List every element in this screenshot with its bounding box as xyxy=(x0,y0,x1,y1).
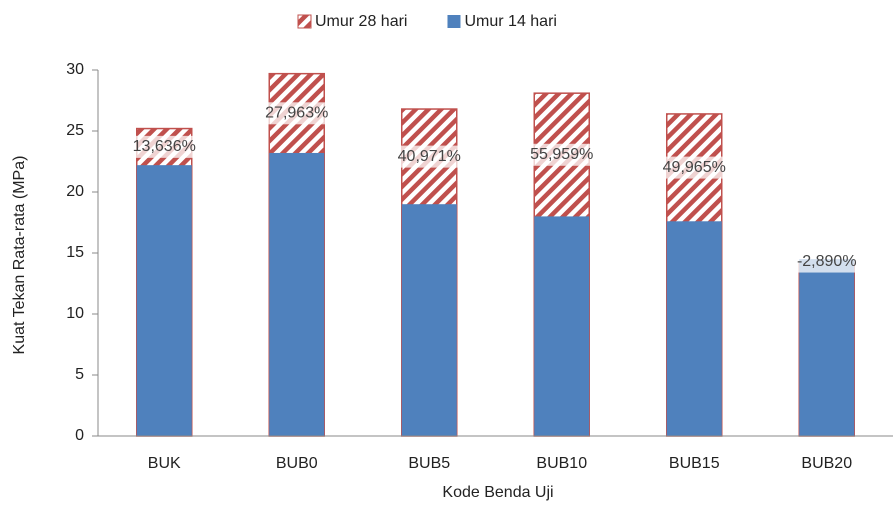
annotation: 27,963% xyxy=(265,105,328,122)
annotation-bg xyxy=(521,143,602,166)
x-tick-label: BUB10 xyxy=(536,455,587,472)
y-axis-title: Kuat Tekan Rata-rata (MPa) xyxy=(11,156,28,355)
legend-swatch xyxy=(447,15,461,28)
annotation: 13,636% xyxy=(133,138,196,155)
y-tick-label: 30 xyxy=(66,61,84,78)
legend-label: Umur 28 hari xyxy=(315,13,407,30)
bar xyxy=(799,259,855,436)
y-tick-label: 10 xyxy=(66,305,84,322)
x-tick-label: BUB5 xyxy=(408,455,450,472)
annotation: 55,959% xyxy=(530,146,593,163)
bar xyxy=(136,165,192,436)
annotation-bg xyxy=(256,102,337,125)
annotation-bg xyxy=(389,145,470,168)
annotation: 49,965% xyxy=(663,159,726,176)
bar xyxy=(401,204,457,436)
x-tick-label: BUK xyxy=(148,455,181,472)
annotation-bg xyxy=(654,156,735,179)
annotation: 40,971% xyxy=(398,148,461,165)
bar xyxy=(666,221,722,436)
x-axis-title: Kode Benda Uji xyxy=(442,484,553,501)
legend-swatch xyxy=(297,14,312,29)
x-tick-label: BUB0 xyxy=(276,455,318,472)
y-tick-label: 5 xyxy=(75,366,84,383)
annotation: -2,890% xyxy=(797,253,857,270)
y-tick-label: 0 xyxy=(75,427,84,444)
y-tick-label: 20 xyxy=(66,183,84,200)
y-tick-label: 25 xyxy=(66,122,84,139)
y-tick-label: 15 xyxy=(66,244,84,261)
annotation-bg xyxy=(124,135,205,158)
bar xyxy=(269,152,325,436)
x-tick-label: BUB15 xyxy=(669,455,720,472)
bar xyxy=(534,216,590,436)
x-tick-label: BUB20 xyxy=(801,455,852,472)
legend-label: Umur 14 hari xyxy=(464,13,556,30)
annotation-bg xyxy=(786,250,867,273)
